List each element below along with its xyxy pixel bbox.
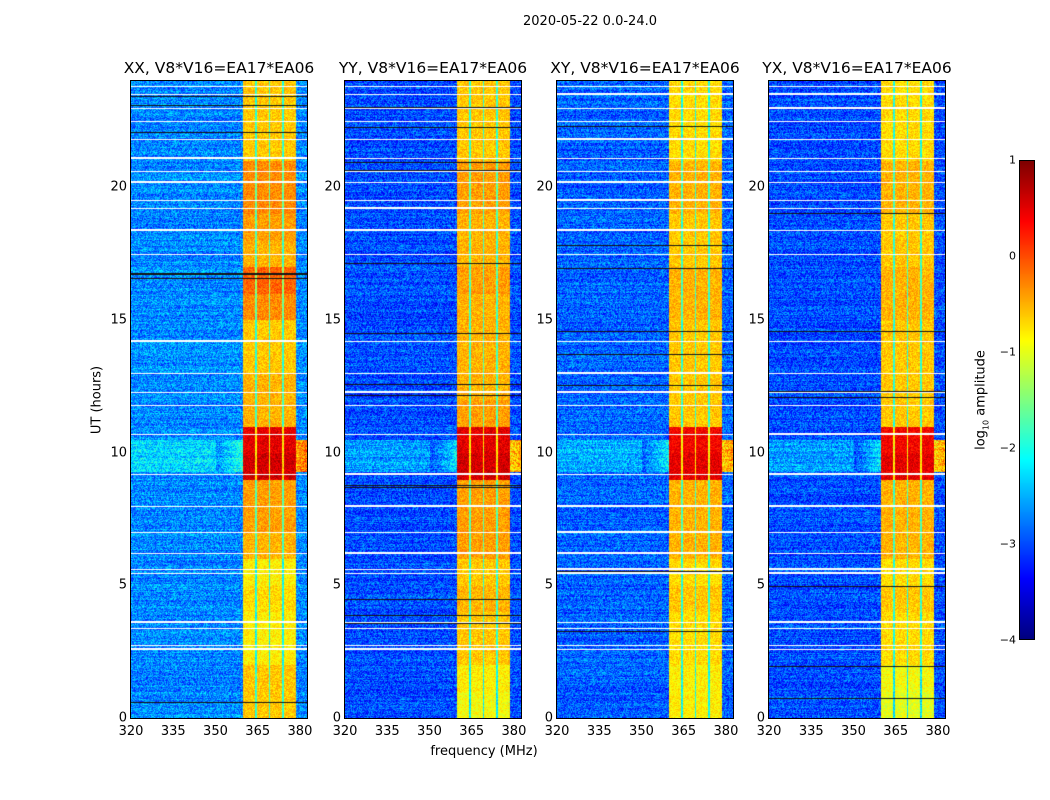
y-tick-label: 0 — [756, 710, 765, 726]
x-tick-label: 335 — [586, 724, 612, 739]
y-tick-label: 0 — [118, 710, 127, 726]
x-tick-label: 320 — [118, 724, 144, 739]
x-tick-label: 350 — [841, 724, 866, 739]
heatmap-cells — [557, 81, 733, 718]
y-tick-label: 15 — [110, 312, 127, 328]
y-axis-label: UT (hours) — [89, 365, 105, 435]
y-tick-label: 5 — [118, 577, 127, 593]
colorbar-tick-label: −3 — [999, 537, 1016, 551]
colorbar-tick-label: −1 — [999, 345, 1016, 359]
y-tick-label: 20 — [748, 179, 765, 195]
panel-title: YY, V8*V16=EA17*EA06 — [338, 59, 528, 77]
x-tick-label: 365 — [883, 724, 909, 739]
y-tick-label: 15 — [536, 312, 553, 328]
panel-title: XX, V8*V16=EA17*EA06 — [123, 59, 315, 77]
x-tick-label: 365 — [245, 724, 271, 739]
x-tick-label: 380 — [287, 724, 313, 739]
x-tick-label: 380 — [925, 724, 951, 739]
x-tick-label: 365 — [671, 724, 697, 739]
colorbar — [1019, 160, 1035, 640]
spectrogram-panel-3 — [768, 80, 946, 719]
y-tick-label: 5 — [756, 577, 765, 593]
panel-title: YX, V8*V16=EA17*EA06 — [762, 59, 952, 77]
x-tick-label: 350 — [203, 724, 228, 739]
x-tick-label: 320 — [756, 724, 782, 739]
x-tick-label: 350 — [629, 724, 654, 739]
y-tick-label: 0 — [544, 710, 553, 726]
figure-title: 2020-05-22 0.0-24.0 — [523, 14, 657, 29]
x-tick-label: 380 — [713, 724, 739, 739]
colorbar-tick-label: 0 — [1009, 249, 1016, 263]
spectrogram-panel-2 — [556, 80, 734, 719]
x-axis-label: frequency (MHz) — [430, 744, 538, 759]
x-tick-label: 335 — [798, 724, 824, 739]
colorbar-label: log10 amplitude — [973, 350, 991, 450]
spectrogram-panel-0 — [130, 80, 308, 719]
y-tick-label: 10 — [536, 445, 553, 461]
heatmap-cells — [769, 81, 945, 718]
y-tick-label: 10 — [748, 445, 765, 461]
x-tick-label: 380 — [501, 724, 527, 739]
heatmap-cells — [131, 81, 307, 718]
y-tick-label: 20 — [536, 179, 553, 195]
y-tick-label: 15 — [324, 312, 341, 328]
y-tick-label: 20 — [110, 179, 127, 195]
y-tick-label: 20 — [324, 179, 341, 195]
y-tick-label: 0 — [332, 710, 341, 726]
panel-title: XY, V8*V16=EA17*EA06 — [550, 59, 740, 77]
x-tick-label: 335 — [160, 724, 186, 739]
x-tick-label: 320 — [544, 724, 570, 739]
x-tick-label: 335 — [374, 724, 400, 739]
y-tick-label: 10 — [110, 445, 127, 461]
colorbar-tick-label: 1 — [1009, 153, 1016, 167]
x-tick-label: 365 — [459, 724, 485, 739]
x-tick-label: 320 — [332, 724, 358, 739]
spectrogram-panel-1 — [344, 80, 522, 719]
colorbar-tick-label: −2 — [999, 441, 1016, 455]
x-tick-label: 350 — [417, 724, 442, 739]
y-tick-label: 5 — [332, 577, 341, 593]
heatmap-cells — [345, 81, 521, 718]
colorbar-tick-label: −4 — [999, 633, 1016, 647]
y-tick-label: 15 — [748, 312, 765, 328]
y-tick-label: 5 — [544, 577, 553, 593]
y-tick-label: 10 — [324, 445, 341, 461]
